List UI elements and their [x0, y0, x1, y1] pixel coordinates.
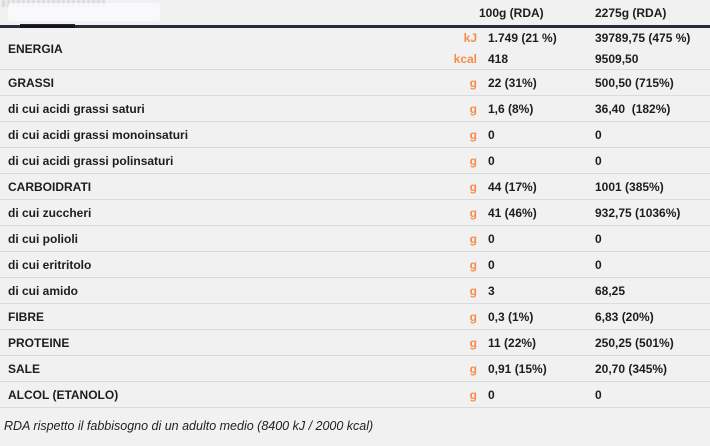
- value-2275g: 0: [595, 257, 602, 272]
- unit-g: g: [469, 387, 477, 402]
- unit-g: g: [469, 75, 477, 90]
- unit-g: g: [469, 101, 477, 116]
- column-header-100g: 100g (RDA): [479, 5, 544, 20]
- value-2275g: 932,75 (1036%): [595, 205, 681, 220]
- unit-g: g: [469, 309, 477, 324]
- nutrient-label: di cui amido: [8, 283, 79, 298]
- unit-kcal: kcal: [453, 51, 477, 66]
- unit-g: g: [469, 153, 477, 168]
- nutrient-label: SALE: [8, 361, 41, 376]
- value-2275g: 9509,50: [595, 51, 639, 66]
- value-100g: 44 (17%): [488, 179, 537, 194]
- row-alcol-etanolo: ALCOL (ETANOLO) g 0 0: [0, 382, 710, 408]
- value-2275g: 68,25: [595, 283, 626, 298]
- value-100g: 0: [488, 257, 495, 272]
- value-2275g: 0: [595, 231, 602, 246]
- value-2275g: 20,70 (345%): [595, 361, 668, 376]
- rda-footnote: RDA rispetto il fabbisogno di un adulto …: [4, 419, 374, 433]
- row-amido: di cui amido g 3 68,25: [0, 278, 710, 304]
- value-100g: 3: [488, 283, 495, 298]
- value-100g: 0: [488, 387, 495, 402]
- unit-g: g: [469, 283, 477, 298]
- row-acidi-grassi-saturi: di cui acidi grassi saturi g 1,6 (8%) 36…: [0, 96, 710, 122]
- value-2275g: 500,50 (715%): [595, 75, 674, 90]
- value-100g: 41 (46%): [488, 205, 537, 220]
- unit-g: g: [469, 127, 477, 142]
- value-100g: 0,91 (15%): [488, 361, 547, 376]
- value-2275g: 0: [595, 387, 602, 402]
- value-2275g: 6,83 (20%): [595, 309, 654, 324]
- nutrient-label: di cui eritritolo: [8, 257, 92, 272]
- value-100g: 22 (31%): [488, 75, 537, 90]
- value-2275g: 1001 (385%): [595, 179, 664, 194]
- nutrient-label: di cui acidi grassi polinsaturi: [8, 153, 174, 168]
- table-header-row: 100g (RDA) 2275g (RDA): [0, 0, 710, 28]
- column-header-2275g: 2275g (RDA): [595, 5, 667, 20]
- value-2275g: 36,40 (182%): [595, 101, 671, 116]
- unit-g: g: [469, 205, 477, 220]
- nutrient-label: ALCOL (ETANOLO): [8, 387, 119, 402]
- unit-kj: kJ: [463, 31, 477, 46]
- nutrient-label: FIBRE: [8, 309, 44, 324]
- value-100g: 1.749 (21 %): [488, 31, 557, 46]
- nutrient-label: CARBOIDRATI: [8, 179, 92, 194]
- unit-g: g: [469, 231, 477, 246]
- row-energia: ENERGIA kJ 1.749 (21 %) 39789,75 (475 %)…: [0, 28, 710, 70]
- nutrient-label: PROTEINE: [8, 335, 70, 350]
- value-2275g: 0: [595, 127, 602, 142]
- row-sale: SALE g 0,91 (15%) 20,70 (345%): [0, 356, 710, 382]
- nutrient-label: di cui polioli: [8, 231, 78, 246]
- value-2275g: 250,25 (501%): [595, 335, 674, 350]
- value-100g: 0: [488, 153, 495, 168]
- unit-g: g: [469, 257, 477, 272]
- nutrient-label: di cui acidi grassi saturi: [8, 101, 145, 116]
- nutrient-label: GRASSI: [8, 75, 55, 90]
- row-zuccheri: di cui zuccheri g 41 (46%) 932,75 (1036%…: [0, 200, 710, 226]
- row-proteine: PROTEINE g 11 (22%) 250,25 (501%): [0, 330, 710, 356]
- value-100g: 0,3 (1%): [488, 309, 534, 324]
- value-100g: 1,6 (8%): [488, 101, 534, 116]
- value-2275g: 0: [595, 153, 602, 168]
- value-100g: 11 (22%): [488, 335, 537, 350]
- value-100g: 0: [488, 127, 495, 142]
- value-100g: 0: [488, 231, 495, 246]
- unit-g: g: [469, 179, 477, 194]
- unit-g: g: [469, 335, 477, 350]
- nutrient-label: ENERGIA: [8, 41, 63, 56]
- value-100g: 418: [488, 51, 509, 66]
- nutrition-facts-table: 100g (RDA) 2275g (RDA) ENERGIA kJ 1.749 …: [0, 0, 710, 433]
- nutrient-label: di cui zuccheri: [8, 205, 92, 220]
- row-grassi: GRASSI g 22 (31%) 500,50 (715%): [0, 70, 710, 96]
- row-polioli: di cui polioli g 0 0: [0, 226, 710, 252]
- nutrient-label: di cui acidi grassi monoinsaturi: [8, 127, 189, 142]
- row-acidi-grassi-monoinsaturi: di cui acidi grassi monoinsaturi g 0 0: [0, 122, 710, 148]
- value-2275g: 39789,75 (475 %): [595, 31, 691, 46]
- row-eritritolo: di cui eritritolo g 0 0: [0, 252, 710, 278]
- unit-g: g: [469, 361, 477, 376]
- row-acidi-grassi-polinsaturi: di cui acidi grassi polinsaturi g 0 0: [0, 148, 710, 174]
- row-fibre: FIBRE g 0,3 (1%) 6,83 (20%): [0, 304, 710, 330]
- row-carboidrati: CARBOIDRATI g 44 (17%) 1001 (385%): [0, 174, 710, 200]
